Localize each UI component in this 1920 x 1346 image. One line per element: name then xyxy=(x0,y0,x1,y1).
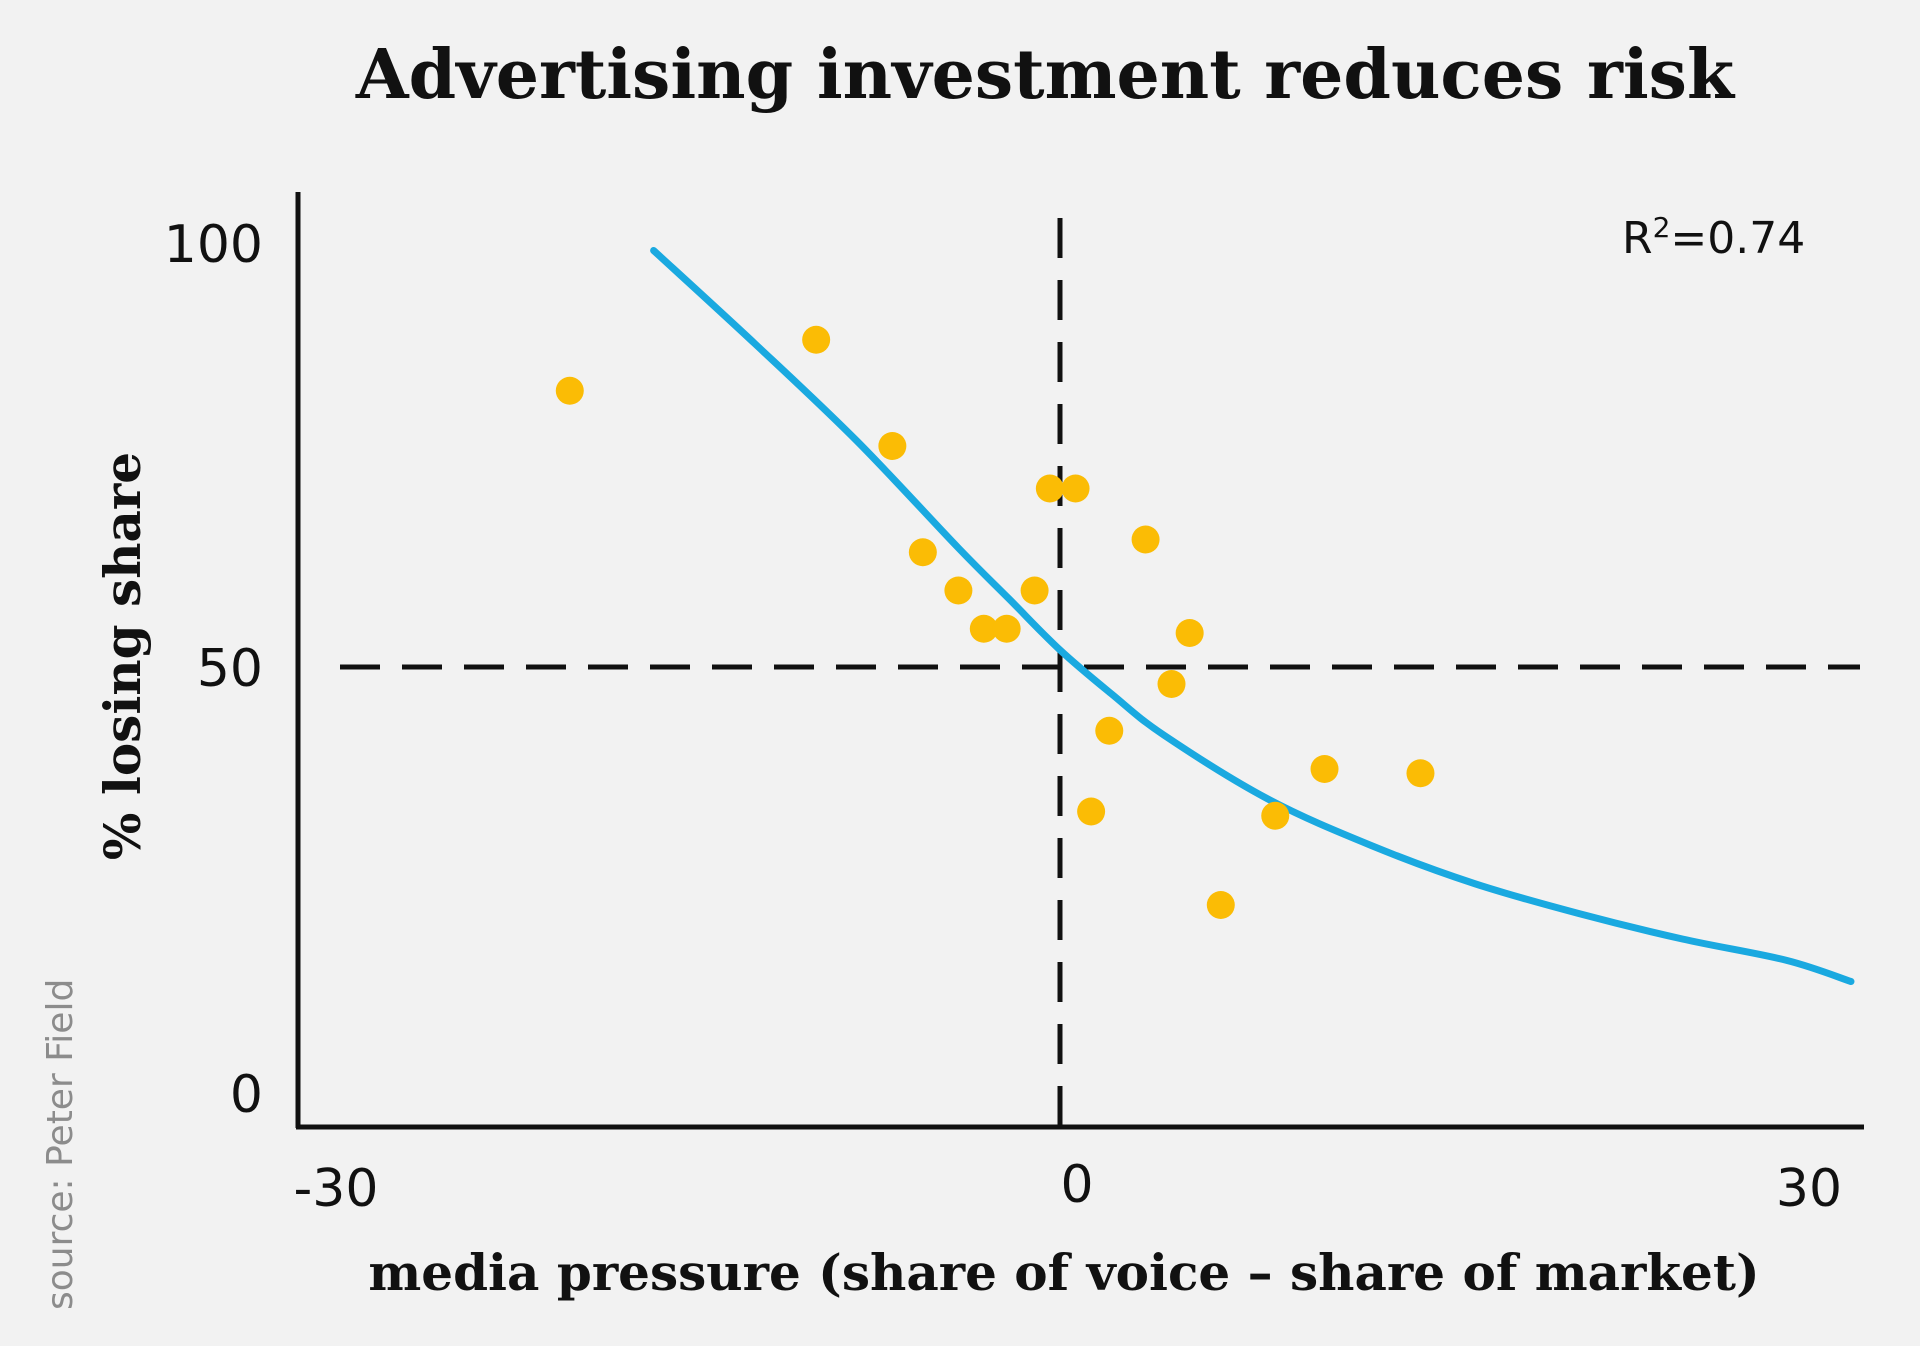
y-tick-label: 50 xyxy=(197,639,263,699)
y-axis-title: % losing share xyxy=(93,452,152,860)
data-point xyxy=(1157,670,1186,698)
y-tick-label: 0 xyxy=(230,1065,263,1125)
data-point xyxy=(944,576,973,605)
data-point xyxy=(1206,891,1235,919)
r-superscript: 2 xyxy=(1653,211,1671,244)
data-point xyxy=(1131,525,1160,554)
data-point xyxy=(908,538,937,567)
r-value: =0.74 xyxy=(1670,213,1805,264)
data-point xyxy=(1310,755,1339,783)
data-point xyxy=(802,325,831,354)
trendline-group xyxy=(650,247,1855,985)
trendline xyxy=(650,247,1855,985)
y-tick-label: 100 xyxy=(164,215,263,275)
data-point xyxy=(1261,801,1290,830)
data-point xyxy=(1095,716,1124,745)
data-point xyxy=(1077,797,1106,826)
r-label: R xyxy=(1622,213,1653,264)
data-point xyxy=(1406,759,1435,788)
source-note: source: Peter Field xyxy=(40,979,81,1310)
data-point xyxy=(1175,619,1204,647)
x-tick-label: 30 xyxy=(1776,1159,1842,1219)
x-tick-label: 0 xyxy=(1060,1155,1093,1215)
x-axis-title: media pressure (share of voice – share o… xyxy=(368,1243,1759,1302)
data-point xyxy=(992,614,1021,643)
data-point xyxy=(878,432,907,460)
r-squared-annotation: R2=0.74 xyxy=(1622,211,1805,264)
data-point xyxy=(1035,474,1064,503)
data-point xyxy=(969,614,998,643)
data-point xyxy=(1020,576,1049,605)
data-point xyxy=(1061,474,1090,503)
data-point xyxy=(555,376,584,405)
points-group xyxy=(555,325,1435,919)
x-tick-label: -30 xyxy=(294,1159,379,1219)
reference-lines xyxy=(340,218,1860,1127)
chart-title: Advertising investment reduces risk xyxy=(355,35,1736,115)
